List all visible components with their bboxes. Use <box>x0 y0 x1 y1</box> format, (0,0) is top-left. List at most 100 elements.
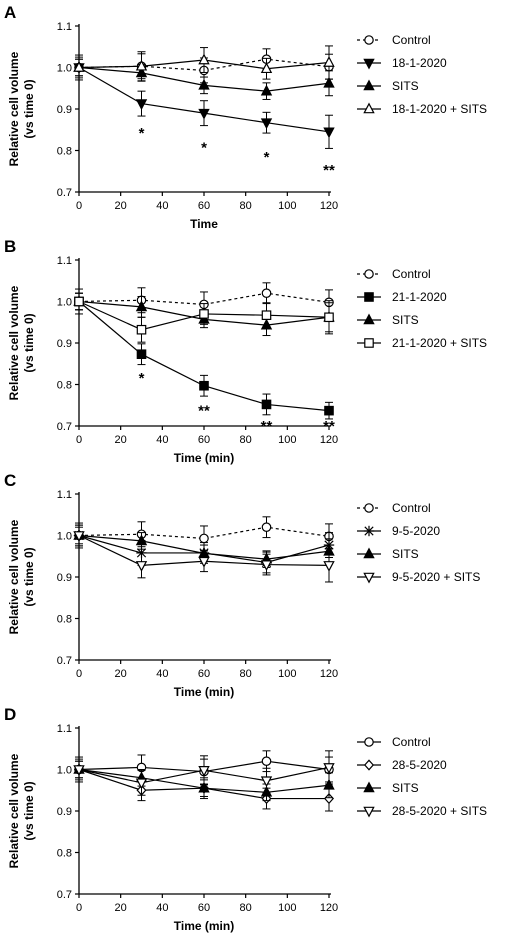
y-axis-label-line: (vs time 0) <box>22 547 36 606</box>
data-point <box>198 108 210 120</box>
significance-annotation: ** <box>323 162 335 179</box>
legend-marker <box>363 806 375 818</box>
data-point <box>323 56 335 67</box>
data-point <box>74 296 84 307</box>
data-point <box>261 288 272 298</box>
x-tick-label: 0 <box>76 668 82 680</box>
legend-entry: SITS <box>357 313 419 327</box>
y-axis-label-line: Relative cell volume <box>7 519 21 634</box>
legend-marker <box>363 525 375 537</box>
data-point <box>136 349 147 360</box>
significance-annotation: ** <box>261 418 273 435</box>
data-point <box>135 300 148 312</box>
legend-entry: 28-5-2020 + SITS <box>357 804 487 818</box>
x-tick-label: 80 <box>240 434 252 446</box>
series-4 <box>73 750 335 796</box>
y-axis-label-line: (vs time 0) <box>22 313 36 372</box>
chart-panel-a: A 0.7 0.8 0.9 1.0 1.1 0 20 40 60 80 100 120 Time Relat… <box>0 0 505 234</box>
data-point <box>260 118 273 130</box>
y-axis-label: Relative cell volume(vs time 0) <box>7 51 36 166</box>
x-tick-label: 120 <box>320 434 338 446</box>
x-axis-label: Time (min) <box>174 685 234 699</box>
x-tick-label: 100 <box>278 668 296 680</box>
x-tick-label: 20 <box>115 668 127 680</box>
legend-label: Control <box>392 501 431 515</box>
legend-marker <box>363 79 375 91</box>
legend-entry: 28-5-2020 <box>357 758 447 772</box>
chart-panel-c: C 0.7 0.8 0.9 1.0 1.1 0 20 40 60 80 100 120 Time (min… <box>0 468 505 702</box>
series-4 <box>73 45 335 82</box>
y-tick-label: 0.7 <box>57 655 72 667</box>
x-tick-label: 80 <box>240 902 252 914</box>
legend-label: 28-5-2020 + SITS <box>392 804 487 818</box>
x-tick-label: 0 <box>76 902 82 914</box>
legend-entry: 9-5-2020 <box>357 524 440 538</box>
data-point <box>136 324 147 335</box>
data-point <box>323 127 335 139</box>
chart-panel-d: D 0.7 0.8 0.9 1.0 1.1 0 20 40 60 80 100 120 Time (min… <box>0 702 505 936</box>
y-axis-label-line: Relative cell volume <box>7 285 21 400</box>
significance-annotation: * <box>264 149 270 166</box>
y-tick-label: 0.9 <box>57 806 72 818</box>
x-tick-label: 0 <box>76 434 82 446</box>
y-axis-label-line: Relative cell volume <box>7 51 21 166</box>
legend-entry: SITS <box>357 781 419 795</box>
x-tick-label: 0 <box>76 200 82 212</box>
y-tick-label: 0.9 <box>57 338 72 350</box>
series-4 <box>73 524 335 583</box>
data-point <box>261 756 272 766</box>
data-point <box>324 312 334 323</box>
chart-svg: A 0.7 0.8 0.9 1.0 1.1 0 20 40 60 80 100 120 Time Relat… <box>4 3 487 231</box>
y-tick-label: 0.8 <box>57 380 72 392</box>
data-point <box>198 78 210 90</box>
legend-entry: 18-1-2020 + SITS <box>357 102 487 116</box>
x-axis-label: Time (min) <box>174 919 234 933</box>
y-tick-label: 0.7 <box>57 421 72 433</box>
data-point <box>135 534 148 546</box>
x-tick-label: 120 <box>320 200 338 212</box>
x-tick-label: 80 <box>240 668 252 680</box>
panel-label: A <box>4 3 16 22</box>
data-point <box>135 561 148 572</box>
x-tick-label: 60 <box>198 200 210 212</box>
y-tick-label: 1.0 <box>57 765 72 777</box>
data-point <box>198 556 210 568</box>
legend-label: SITS <box>392 781 419 795</box>
data-point <box>261 310 272 320</box>
data-point <box>261 522 272 532</box>
y-axis-label: Relative cell volume(vs time 0) <box>7 519 36 634</box>
data-point <box>199 309 209 319</box>
y-tick-label: 0.8 <box>57 848 72 860</box>
x-tick-label: 40 <box>156 668 168 680</box>
data-point <box>323 76 335 88</box>
data-point <box>135 59 148 71</box>
x-tick-label: 60 <box>198 434 210 446</box>
data-point <box>323 763 335 774</box>
legend-entry: SITS <box>357 547 419 561</box>
data-point <box>73 61 85 72</box>
data-point <box>260 84 273 96</box>
legend-marker <box>363 313 375 325</box>
chart-svg: B 0.7 0.8 0.9 1.0 1.1 0 20 40 60 80 100 120 Time (min… <box>4 237 487 465</box>
x-tick-label: 100 <box>278 200 296 212</box>
data-point <box>198 53 210 65</box>
x-tick-label: 80 <box>240 200 252 212</box>
y-tick-label: 1.0 <box>57 531 72 543</box>
y-tick-label: 1.0 <box>57 63 72 75</box>
panel-label: B <box>4 237 16 256</box>
x-tick-label: 60 <box>198 902 210 914</box>
x-tick-label: 40 <box>156 434 168 446</box>
legend-marker <box>363 572 375 584</box>
y-tick-label: 1.1 <box>57 21 72 33</box>
legend-label: Control <box>392 267 431 281</box>
legend-entry: 21-1-2020 <box>357 290 447 304</box>
data-point <box>198 781 210 793</box>
legend-entry: 21-1-2020 + SITS <box>357 336 487 350</box>
legend-label: SITS <box>392 79 419 93</box>
legend-label: 21-1-2020 + SITS <box>392 336 487 350</box>
x-tick-label: 60 <box>198 668 210 680</box>
y-axis-label: Relative cell volume(vs time 0) <box>7 285 36 400</box>
y-tick-label: 1.1 <box>57 255 72 267</box>
chart-panel-b: B 0.7 0.8 0.9 1.0 1.1 0 20 40 60 80 100 120 Time (min… <box>0 234 505 468</box>
y-tick-label: 0.7 <box>57 187 72 199</box>
